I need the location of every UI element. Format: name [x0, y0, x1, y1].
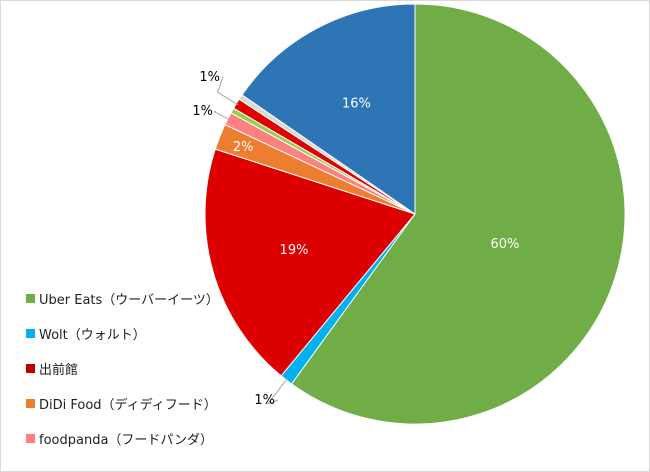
legend-item-didi-food: DiDi Food（ディディフード）	[26, 393, 219, 413]
legend-swatch-wolt	[26, 328, 35, 338]
legend-swatch-uber-eats	[26, 293, 35, 303]
pie-slice-slice-8	[241, 3, 416, 215]
data-label-uber-eats: 60%	[490, 237, 519, 252]
legend-item-demaecan: 出前館	[26, 358, 219, 378]
pie-slice-slice-2	[204, 148, 416, 377]
legend-label-uber-eats: Uber Eats（ウーバーイーツ）	[39, 292, 219, 308]
leader-line	[266, 378, 288, 405]
legend: Uber Eats（ウーバーイーツ） Wolt（ウォルト） 出前館 DiDi F…	[26, 288, 219, 463]
data-label-slice-8: 16%	[342, 97, 371, 112]
data-label-didi-food: 2%	[233, 140, 254, 155]
leader-line	[213, 110, 230, 121]
legend-item-uber-eats: Uber Eats（ウーバーイーツ）	[26, 288, 219, 308]
legend-label-foodpanda: foodpanda（フードパンダ）	[39, 432, 214, 448]
legend-label-wolt: Wolt（ウォルト）	[39, 327, 146, 343]
legend-item-wolt: Wolt（ウォルト）	[26, 323, 219, 343]
legend-label-didi-food: DiDi Food（ディディフード）	[39, 397, 217, 413]
data-label-foodpanda: 1%	[192, 104, 213, 119]
data-label-slice-6: 1%	[199, 70, 220, 85]
data-label-slice-2: 19%	[280, 243, 309, 258]
legend-swatch-demaecan	[26, 363, 35, 373]
data-label-wolt: 1%	[254, 393, 275, 408]
legend-swatch-foodpanda	[26, 433, 35, 443]
legend-item-foodpanda: foodpanda（フードパンダ）	[26, 428, 219, 448]
legend-label-demaecan: 出前館	[39, 362, 79, 378]
legend-swatch-didi-food	[26, 398, 35, 408]
leader-line	[216, 76, 239, 106]
pie-slice-uber-eats	[291, 3, 626, 425]
